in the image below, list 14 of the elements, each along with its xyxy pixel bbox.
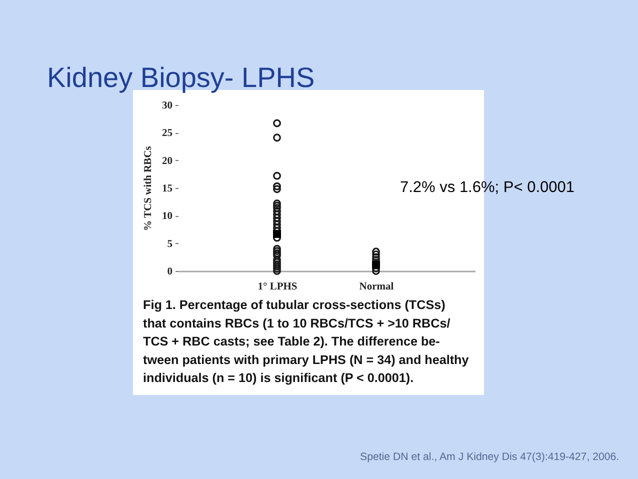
caption: Fig 1. Percentage of tubular cross-sections (TCSs) that contains RBCs (1 to 10 RBCs/TCS + >10 RBCs/ TCS + RBC casts; see Table 2). The difference be- tween patients with primary LPHS (N = 34) and healthy individuals (n = 10) is significant (P < 0.0001). [143,298,469,386]
y-tick-label: 10 [162,211,172,222]
y-axis-title: % TCS with RBCs [143,146,154,231]
x-tick-label: Normal [359,282,394,292]
y-tick-label: 30 [162,100,172,112]
y-tick-label: 15 [162,184,172,194]
chart-title: Kidney Biopsy- LPHS [47,62,315,93]
y-tick-label: 0 [167,266,172,278]
annotation: 7.2% vs 1.6%; P< 0.0001 [400,179,574,196]
y-tick-label: 5 [167,238,172,250]
x-tick-label: 1° LPHS [258,282,298,292]
y-tick-label: 20 [162,156,172,167]
y-tick-label: 25 [162,128,172,140]
text: Spetie DN et al., Am J Kidney Dis 47(3):419-427, 2006. [360,451,620,463]
